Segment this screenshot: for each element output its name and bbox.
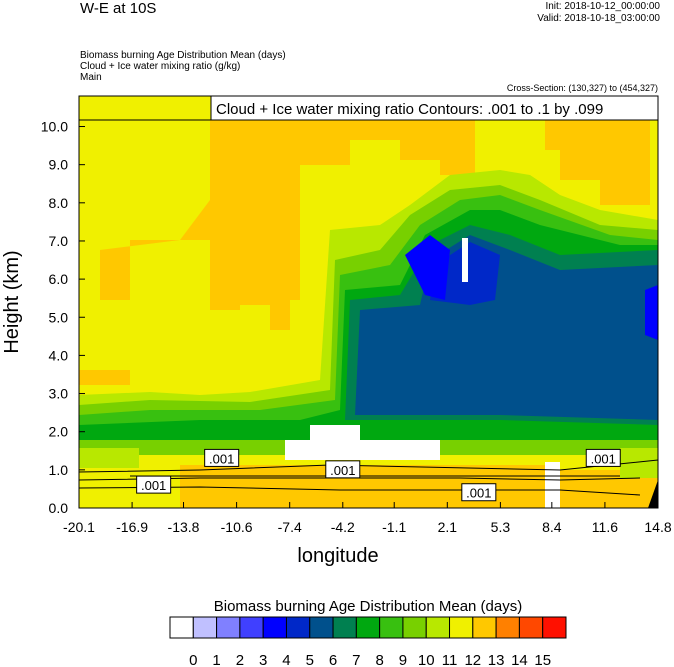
colorbar-label: 10: [418, 652, 435, 667]
x-tick-label: 2.1: [438, 519, 458, 535]
x-tick-label: -16.9: [116, 519, 148, 535]
cross-section-label: Cross-Section: (130,327) to (454,327): [506, 83, 658, 93]
colorbar-label: 0: [189, 652, 197, 667]
contour-label-box: [325, 460, 361, 479]
y-tick-label: 7.0: [49, 233, 69, 249]
colorbar-swatch: [239, 616, 264, 639]
field-label-3: Main: [80, 72, 102, 83]
x-tick-label: -13.8: [168, 519, 200, 535]
colorbar-swatch: [285, 616, 311, 639]
colorbar-swatch: [379, 616, 404, 639]
contour-label: .001: [591, 451, 616, 466]
colorbar-swatch: [216, 616, 241, 639]
colorbar-swatch: [542, 616, 567, 639]
x-tick-label: -4.2: [331, 519, 355, 535]
colorbar-label: 14: [511, 652, 528, 667]
x-tick-label: -20.1: [63, 519, 95, 535]
colorbar-label: 12: [464, 652, 481, 667]
x-tick-label: 5.3: [491, 519, 511, 535]
contour-legend-text: Cloud + Ice water mixing ratio Contours:…: [216, 101, 603, 118]
contour-label: .001: [466, 486, 491, 501]
colorbar-swatch: [262, 616, 287, 639]
contour-label: .001: [141, 478, 166, 493]
colorbar-label: 8: [375, 652, 383, 667]
colorbar-label: 7: [352, 652, 360, 667]
contour-label-box: [585, 448, 621, 467]
x-tick-label: -7.4: [278, 519, 302, 535]
contour-label: .001: [330, 463, 355, 478]
contour-label-box: [461, 483, 497, 502]
colorbar-swatch: [309, 616, 334, 639]
y-tick-label: 10.0: [41, 119, 68, 135]
y-tick-label: 6.0: [49, 271, 69, 287]
colorbar-label: 4: [282, 652, 290, 667]
colorbar-label: 2: [236, 652, 244, 667]
colorbar-label: 3: [259, 652, 267, 667]
y-tick-label: 3.0: [49, 386, 69, 402]
contour-label-box: [136, 475, 172, 494]
field-label-1: Biomass burning Age Distribution Mean (d…: [80, 50, 286, 61]
colorbar-swatch: [472, 616, 497, 639]
y-tick-label: 0.0: [49, 500, 69, 516]
y-tick-label: 4.0: [49, 347, 69, 363]
y-tick-label: 2.0: [49, 424, 69, 440]
colorbar-swatch: [449, 616, 474, 639]
x-axis-label: longitude: [297, 545, 378, 567]
colorbar-swatch: [355, 616, 381, 639]
colorbar-label: 1: [212, 652, 220, 667]
field-label-2: Cloud + Ice water mixing ratio (g/kg): [80, 61, 241, 72]
colorbar-label: 6: [329, 652, 337, 667]
y-tick-label: 5.0: [49, 309, 69, 325]
colorbar-swatch: [425, 616, 451, 639]
colorbar-label: 5: [306, 652, 314, 667]
colorbar-swatch: [192, 616, 218, 639]
contour-legend-box: [210, 95, 659, 121]
colorbar-swatch: [518, 616, 544, 639]
x-tick-label: -10.6: [221, 519, 253, 535]
y-tick-label: 9.0: [49, 157, 69, 173]
colorbar-label: 11: [442, 652, 458, 667]
x-tick-label: 8.4: [542, 519, 562, 535]
init-time: Init: 2018-10-12_00:00:00: [545, 1, 660, 12]
heatmap-field: [79, 96, 658, 508]
colorbar-title: Biomass burning Age Distribution Mean (d…: [214, 598, 522, 615]
colorbar-label: 9: [399, 652, 407, 667]
colorbar-swatch: [402, 616, 427, 639]
y-tick-label: 1.0: [49, 462, 69, 478]
colorbar-swatch: [169, 616, 194, 639]
x-tick-label: 11.6: [592, 519, 618, 535]
colorbar-label: 13: [488, 652, 505, 667]
x-tick-label: -1.1: [382, 519, 406, 535]
plot-title: W-E at 10S: [80, 0, 157, 17]
contour-label: .001: [209, 451, 234, 466]
contour-label-box: [204, 448, 240, 467]
colorbar-swatch: [495, 616, 520, 639]
legend-swatch: [78, 95, 212, 121]
colorbar-swatch: [332, 616, 357, 639]
colorbar-label: 15: [534, 652, 551, 667]
y-tick-label: 8.0: [49, 195, 69, 211]
y-axis-label: Height (km): [1, 250, 23, 353]
valid-time: Valid: 2018-10-18_03:00:00: [537, 13, 660, 24]
x-tick-label: 14.8: [644, 519, 671, 535]
